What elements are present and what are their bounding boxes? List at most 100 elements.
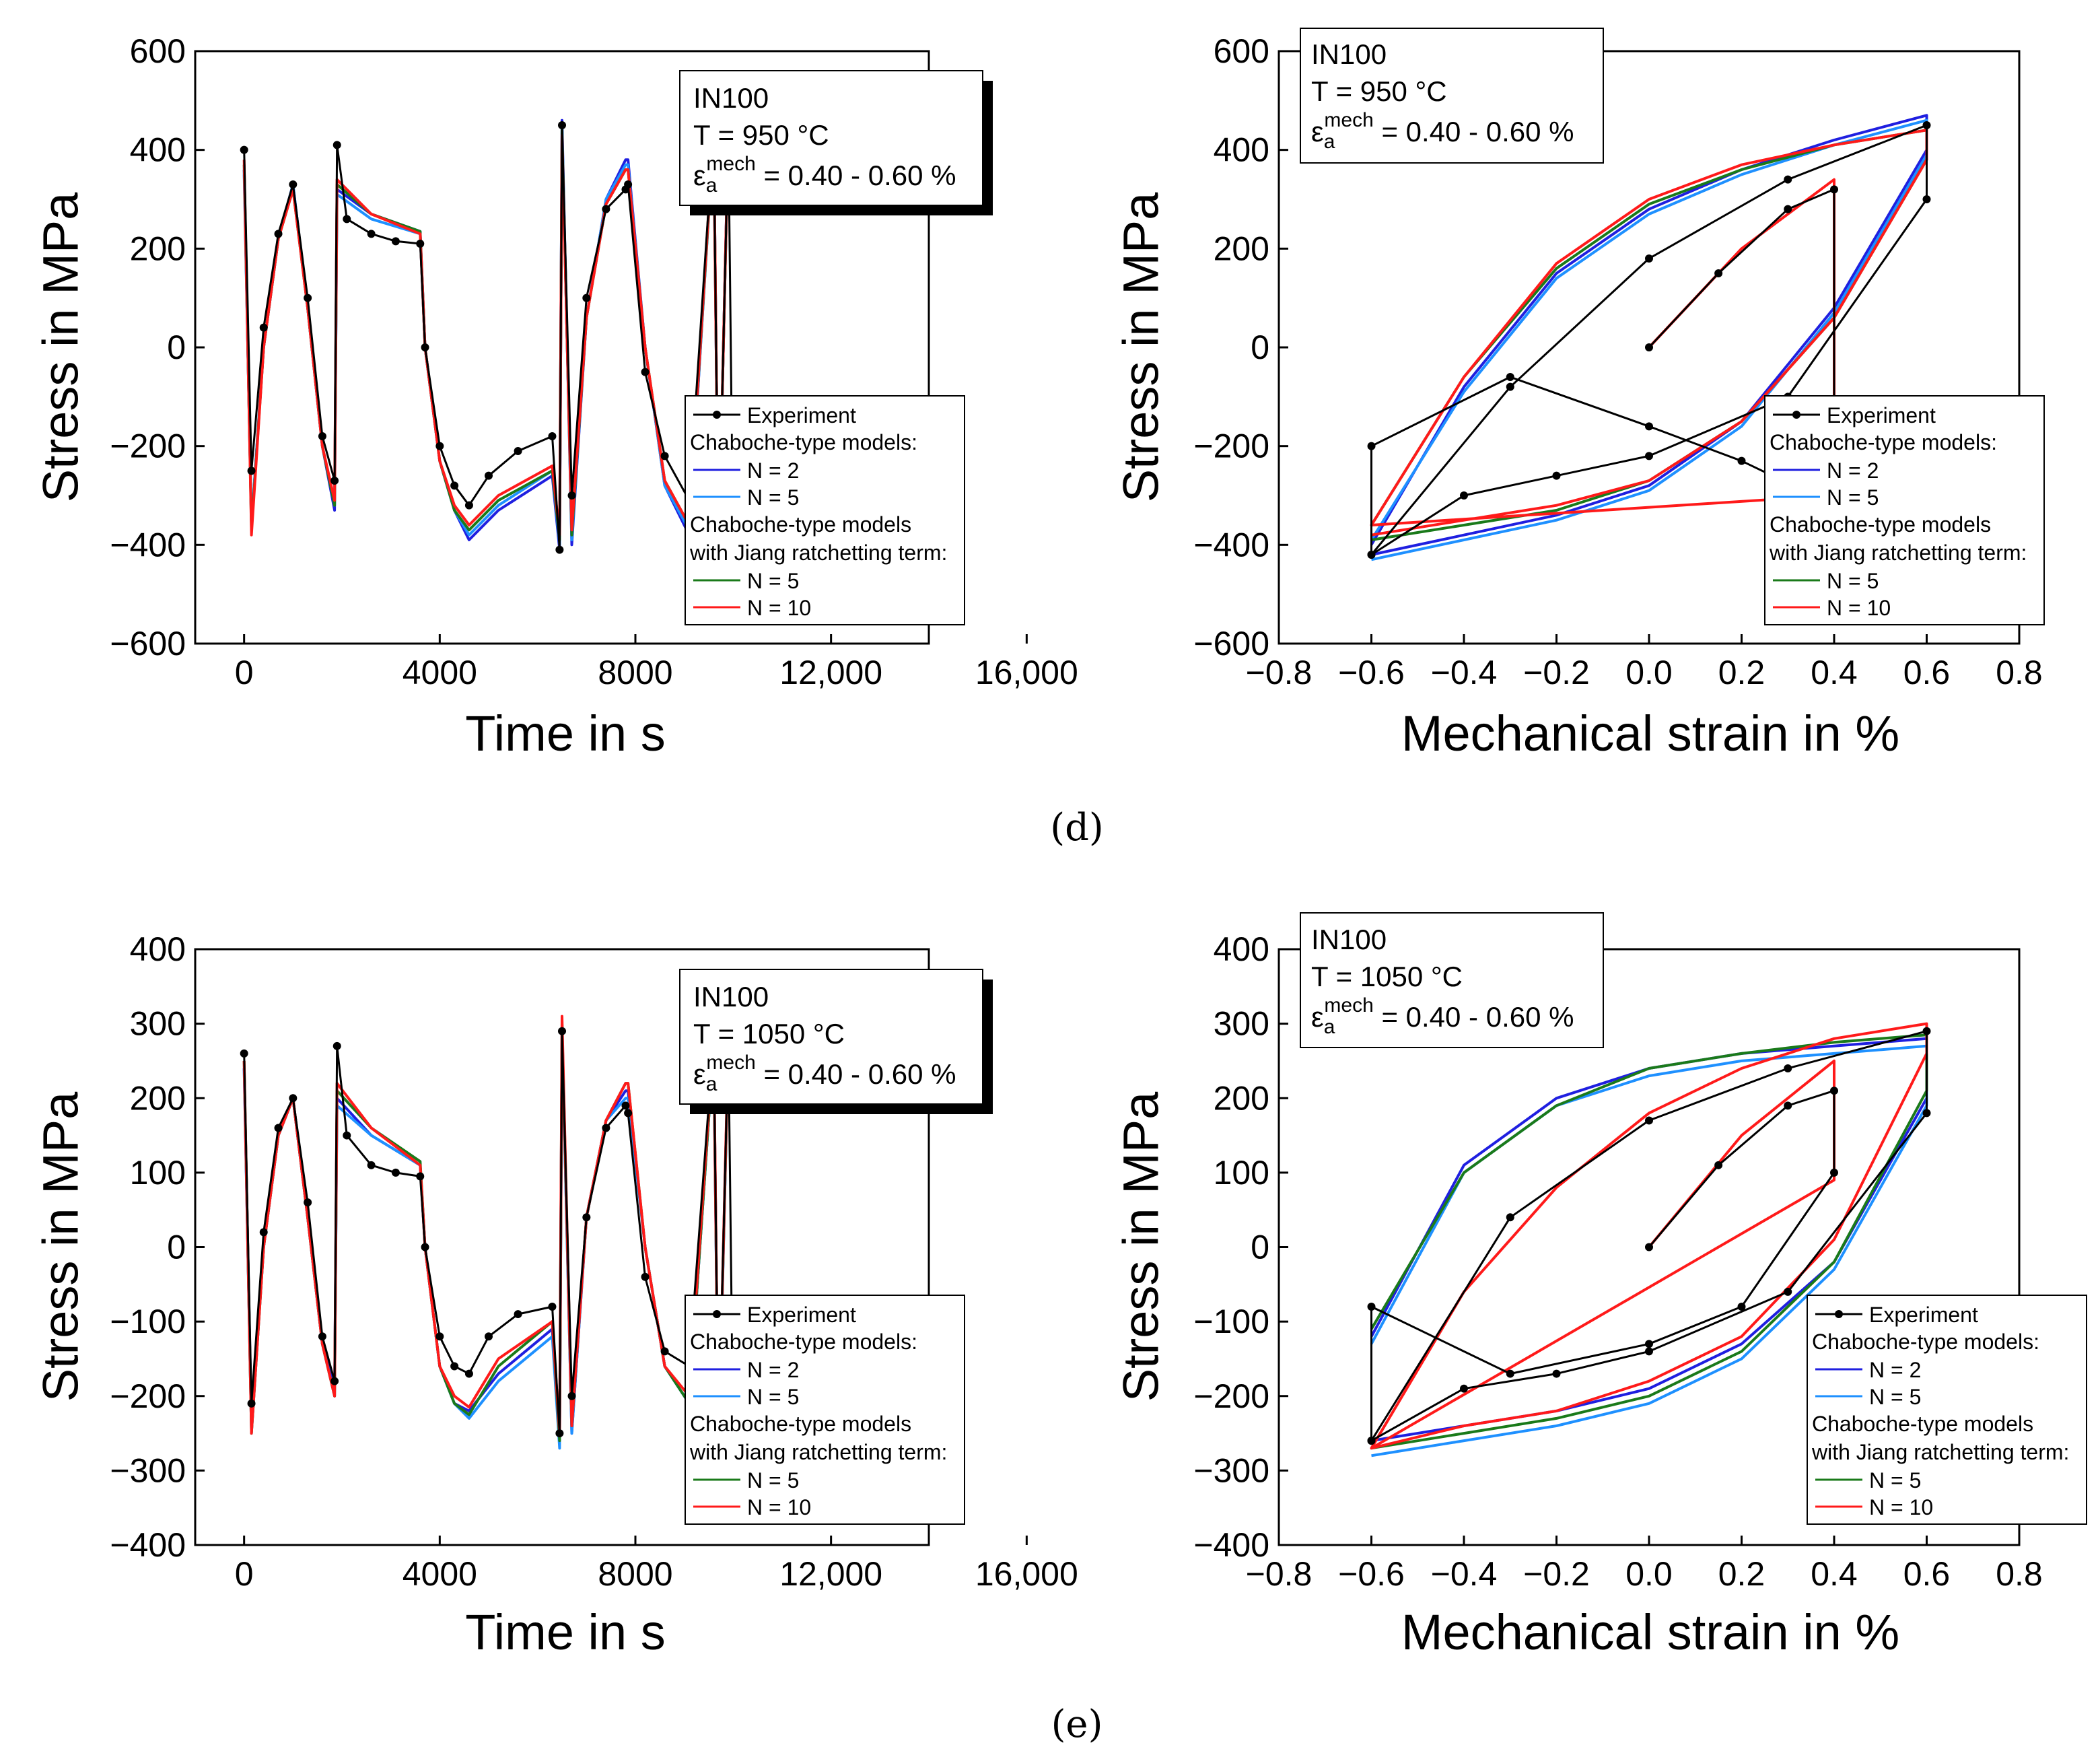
data-point-experiment	[240, 1049, 248, 1058]
legend-label-n2: N = 2	[747, 1358, 799, 1382]
data-point-experiment	[343, 215, 351, 224]
y-tick-label: −300	[1193, 1451, 1269, 1489]
series-line-experiment	[1370, 124, 1928, 556]
data-point-experiment	[514, 447, 522, 455]
data-point-experiment	[1645, 1116, 1653, 1125]
data-point-experiment	[1506, 373, 1514, 381]
data-point-experiment	[548, 1303, 557, 1311]
data-point-experiment	[318, 432, 326, 440]
legend-label-n5: N = 5	[1869, 1385, 1921, 1409]
y-tick-label: 200	[1214, 1079, 1269, 1117]
data-point-experiment	[330, 1377, 339, 1385]
data-point-experiment	[332, 141, 341, 149]
legend-heading-jiang-1: Chaboche-type models	[690, 1412, 911, 1436]
data-point-experiment	[464, 501, 473, 510]
data-point-experiment	[660, 452, 669, 460]
data-point-experiment	[1645, 422, 1653, 431]
data-point-experiment	[1830, 1168, 1838, 1177]
legend-marker-experiment	[713, 1310, 721, 1318]
x-tick-label: 12,000	[779, 1555, 882, 1593]
legend-heading-chaboche: Chaboche-type models:	[1770, 430, 1997, 454]
data-point-experiment	[421, 343, 429, 351]
data-point-experiment	[641, 368, 650, 376]
data-point-experiment	[435, 442, 444, 450]
data-point-experiment	[1645, 1347, 1653, 1356]
info-temperature: T = 1050 °C	[1311, 961, 1463, 992]
data-point-experiment	[641, 1272, 650, 1281]
chart-e-left: 0 4000 8000 12,000 16,000 400 300 200 100 0 −100 −2…	[33, 930, 1078, 1660]
y-tick-label: 300	[1214, 1005, 1269, 1043]
legend-label-experiment: Experiment	[747, 403, 856, 427]
data-point-experiment	[1922, 195, 1931, 203]
info-box: IN100 T = 1050 °C εamech = 0.40 - 0.60 %	[679, 969, 993, 1114]
data-point-experiment	[332, 1041, 341, 1050]
data-point-experiment	[367, 230, 376, 238]
data-point-experiment	[1645, 1340, 1653, 1348]
x-tick-label: 0.8	[1996, 654, 2043, 691]
data-point-experiment	[1645, 343, 1653, 351]
data-point-experiment	[1552, 1369, 1561, 1378]
x-tick-label: 0.2	[1718, 1555, 1765, 1593]
series-line-experiment	[243, 124, 734, 561]
legend-label-experiment: Experiment	[747, 1303, 856, 1327]
x-tick-label: −0.6	[1338, 1555, 1405, 1593]
data-point-experiment	[1714, 1161, 1723, 1169]
legend-label-jiang-n5: N = 5	[747, 569, 799, 593]
data-point-experiment	[450, 1362, 459, 1371]
tick-group: −0.8 −0.6 −0.4 −0.2 0.0 0.2 0.4 0.6 0.8 600 400 200…	[1193, 32, 2042, 691]
y-tick-label: −400	[110, 1526, 186, 1564]
y-tick-label: −400	[1193, 526, 1269, 563]
data-point-experiment	[289, 1094, 298, 1103]
data-point-experiment	[259, 1228, 268, 1237]
y-tick-label: −300	[110, 1451, 186, 1489]
data-point-experiment	[1506, 382, 1514, 391]
x-axis-label: Time in s	[465, 706, 665, 761]
data-point-experiment	[1784, 1064, 1792, 1072]
legend-label-jiang-n5: N = 5	[747, 1468, 799, 1492]
data-point-experiment	[416, 1172, 425, 1181]
info-box: IN100 T = 1050 °C εamech = 0.40 - 0.60 %	[1300, 912, 1604, 1048]
legend: Experiment Chaboche-type models: N = 2 N…	[685, 1295, 965, 1525]
legend-label-jiang-n10: N = 10	[1869, 1495, 1933, 1519]
legend-heading-chaboche: Chaboche-type models:	[690, 430, 917, 454]
legend-heading-jiang-2: with Jiang ratchetting term:	[1769, 541, 2027, 565]
y-axis-label: Stress in MPa	[1113, 1091, 1169, 1402]
data-point-experiment	[485, 471, 493, 480]
y-tick-label: −600	[110, 625, 186, 662]
data-point-experiment	[1367, 1437, 1376, 1445]
x-tick-label: −0.6	[1338, 654, 1405, 691]
x-tick-label: 16,000	[975, 1555, 1078, 1593]
data-point-experiment	[367, 1161, 376, 1169]
x-tick-label: 0.0	[1625, 1555, 1673, 1593]
data-point-experiment	[391, 1168, 400, 1177]
y-tick-label: 0	[1251, 1229, 1269, 1266]
legend-heading-jiang-1: Chaboche-type models	[1770, 512, 1991, 537]
info-material: IN100	[693, 82, 769, 114]
y-tick-label: −400	[1193, 1526, 1269, 1564]
data-point-experiment	[1367, 1303, 1376, 1311]
data-point-experiment	[582, 1213, 591, 1222]
data-point-experiment	[555, 545, 564, 554]
legend-marker-experiment	[1792, 411, 1800, 419]
caption-e: (e)	[1051, 1703, 1103, 1746]
data-point-experiment	[1784, 1101, 1792, 1110]
legend-heading-jiang-2: with Jiang ratchetting term:	[689, 1440, 947, 1464]
data-point-experiment	[1922, 1109, 1931, 1118]
info-material: IN100	[1311, 924, 1387, 955]
info-strain: εamech = 0.40 - 0.60 %	[1311, 994, 1574, 1038]
legend-label-n2: N = 2	[747, 458, 799, 483]
data-point-experiment	[274, 1124, 283, 1132]
info-strain: εamech = 0.40 - 0.60 %	[693, 1052, 956, 1095]
legend-label-n2: N = 2	[1869, 1358, 1921, 1382]
y-tick-label: −100	[110, 1303, 186, 1340]
data-point-experiment	[304, 294, 312, 302]
data-point-experiment	[247, 467, 256, 475]
data-point-experiment	[567, 1392, 576, 1400]
data-point-experiment	[1714, 269, 1723, 277]
data-point-experiment	[555, 1429, 564, 1438]
x-axis-label: Time in s	[465, 1604, 665, 1660]
data-point-experiment	[450, 481, 459, 490]
plot-area	[240, 118, 738, 564]
legend-heading-jiang-2: with Jiang ratchetting term:	[1811, 1440, 2069, 1464]
legend-heading-chaboche: Chaboche-type models:	[690, 1330, 917, 1354]
